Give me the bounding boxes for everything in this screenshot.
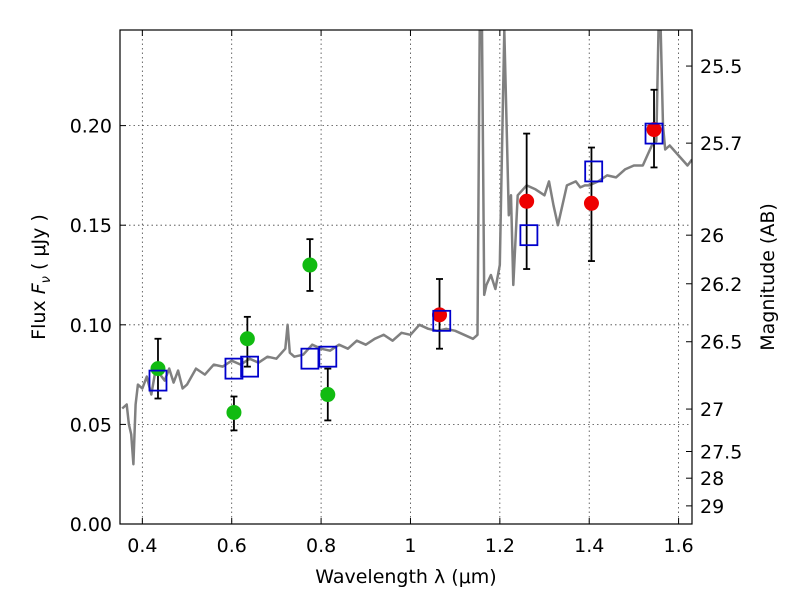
green-point xyxy=(226,404,242,420)
green-point xyxy=(150,361,166,377)
right-tick-label: 28 xyxy=(700,468,724,490)
right-tick-label: 29 xyxy=(700,496,724,518)
model-squares xyxy=(148,122,664,392)
x-axis-ticks: 0.4 0.6 0.8 1 1.2 1.4 1.6 xyxy=(127,30,694,557)
y-axis-title-prefix: Flux xyxy=(28,294,50,340)
red-point xyxy=(432,307,448,323)
y-axis-title-units: ( μJy ) xyxy=(28,214,50,276)
y-tick-label: 0.00 xyxy=(70,514,112,536)
right-tick-label: 25.7 xyxy=(700,133,742,155)
x-tick-label: 1.6 xyxy=(663,535,693,557)
x-tick-label: 1.2 xyxy=(485,535,515,557)
right-tick-label: 27 xyxy=(700,399,724,421)
x-axis-title: Wavelength λ (μm) xyxy=(315,566,496,588)
green-points xyxy=(150,257,336,420)
red-point xyxy=(646,122,662,138)
y-tick-label: 0.20 xyxy=(70,116,112,138)
model-square xyxy=(148,369,168,392)
model-square xyxy=(318,345,338,368)
grid xyxy=(120,30,692,524)
plot-background xyxy=(120,30,692,524)
right-axis-title: Magnitude (AB) xyxy=(757,203,779,351)
red-point xyxy=(583,195,599,211)
red-point xyxy=(519,193,535,209)
model-square xyxy=(240,355,259,378)
model-square xyxy=(644,122,664,145)
green-point xyxy=(239,331,255,347)
model-square xyxy=(432,309,452,332)
y-axis-ticks: 0.00 0.05 0.10 0.15 0.20 xyxy=(70,116,126,536)
model-square xyxy=(519,224,539,247)
model-square xyxy=(224,357,244,380)
y-axis-title-subscript: ν xyxy=(39,276,54,283)
right-axis-ticks: 25.5 25.7 26 26.2 26.5 27 27.5 28 29 xyxy=(686,56,742,518)
y-tick-label: 0.05 xyxy=(70,414,112,436)
right-tick-label: 25.5 xyxy=(700,56,742,78)
x-tick-label: 1.4 xyxy=(574,535,604,557)
y-axis-title-symbol: F xyxy=(28,282,50,294)
right-tick-label: 27.5 xyxy=(700,441,742,463)
green-point xyxy=(320,387,336,403)
x-tick-label: 1 xyxy=(404,535,416,557)
right-tick-label: 26.5 xyxy=(700,332,742,354)
plot-frame xyxy=(119,29,693,525)
right-tick-label: 26.2 xyxy=(700,274,742,296)
y-axis-title: Flux Fν ( μJy ) xyxy=(28,214,54,340)
right-tick-label: 26 xyxy=(700,225,724,247)
model-square xyxy=(584,160,604,183)
x-tick-label: 0.6 xyxy=(217,535,247,557)
y-tick-label: 0.15 xyxy=(70,215,112,237)
x-tick-label: 0.8 xyxy=(306,535,336,557)
x-tick-label: 0.4 xyxy=(127,535,157,557)
green-point xyxy=(302,257,318,273)
y-tick-label: 0.10 xyxy=(70,315,112,337)
